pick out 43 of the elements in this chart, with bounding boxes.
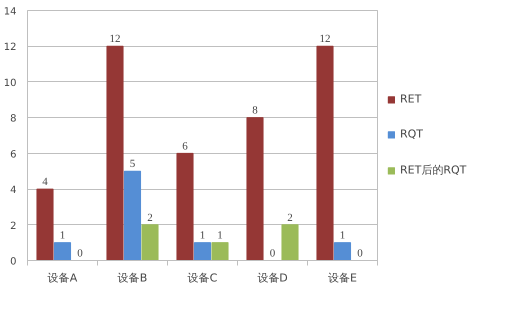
y-tick-label: 12 [4,42,17,54]
data-label: 1 [340,230,346,242]
data-label: 4 [42,176,48,188]
bar [281,224,299,260]
bar [141,224,159,260]
data-label: 6 [182,140,188,152]
data-label: 1 [200,230,206,242]
x-tick-label: 设备B [118,272,148,284]
y-tick-label: 14 [4,6,17,18]
bar [54,242,72,260]
data-label: 1 [60,230,66,242]
legend-label: RQT [400,128,424,140]
y-tick-label: 2 [10,220,17,232]
x-tick-label: 设备D [257,272,288,284]
bar [176,152,194,260]
y-tick-label: 8 [10,114,17,125]
bar [194,242,212,260]
y-tick-label: 10 [4,78,17,89]
data-label: 12 [320,33,330,46]
bar [36,188,54,260]
data-label: 2 [287,212,293,224]
bar [334,242,352,260]
bar [106,46,124,260]
y-tick-label: 4 [10,185,17,196]
x-tick-label: 设备A [48,272,78,284]
bar [211,242,229,260]
y-tick-label: 0 [10,256,17,268]
data-label: 12 [110,33,120,46]
bar [316,46,334,260]
data-label: 0 [77,248,84,260]
data-label: 1 [217,230,223,242]
x-tick-label: 设备C [188,272,218,284]
bar [246,117,264,260]
bar [124,170,142,260]
data-label: 5 [130,158,136,170]
data-label: 2 [147,212,153,224]
legend-label: RET [400,92,422,106]
legend-label: RET后的RQT [400,162,466,178]
x-tick-label: 设备E [328,272,358,284]
y-tick-label: 6 [10,149,17,160]
data-label: 0 [357,248,364,260]
data-label: 8 [252,104,258,117]
data-label: 0 [270,248,276,260]
